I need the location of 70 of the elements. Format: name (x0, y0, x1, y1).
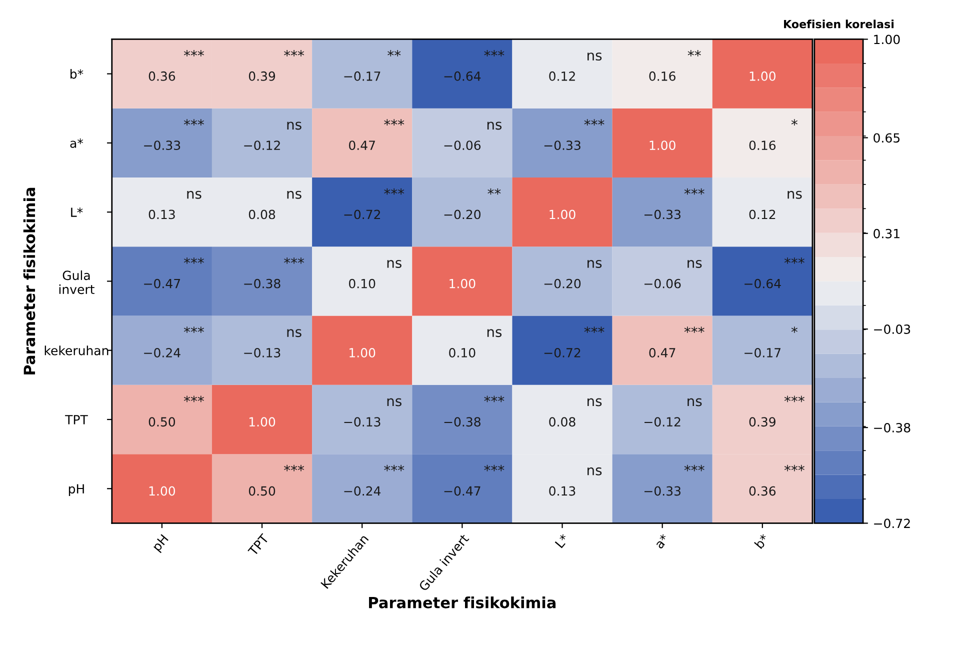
text: 0.10 ns (349, 260, 402, 288)
y-tick-label: kekeruhan (44, 346, 108, 356)
text: −0.20 ** (444, 188, 501, 220)
data-label: −0.20 ns (544, 260, 602, 288)
text: −0.72 *** (344, 188, 404, 220)
text: 0.39 *** (248, 50, 304, 81)
text: −0.64 *** (744, 257, 804, 288)
text: −0.17 * (744, 326, 798, 358)
text: −0.38 *** (444, 396, 504, 427)
text: 0.08 ns (549, 398, 602, 427)
data-label: −0.12 ns (244, 122, 302, 150)
data-label: 1.00 (750, 71, 776, 81)
text: 0.36 *** (749, 464, 804, 496)
y-tick-label: a* (70, 138, 84, 148)
x-tick-label: pH (152, 534, 170, 554)
text: 0.13 ns (549, 467, 602, 496)
color-bar-label: −0.38 (874, 423, 910, 432)
text: 0.16 * (749, 119, 798, 150)
data-label: 1.00 (650, 140, 676, 150)
color-bar-label: 0.31 (874, 228, 900, 238)
data-label: 1.00 (149, 486, 176, 496)
text: −0.17 ** (344, 50, 401, 81)
text: 0.39 *** (749, 396, 804, 427)
y-axis-title: Parameter fisikokimia (23, 188, 36, 374)
text: 0.50 *** (248, 464, 304, 496)
y-tick-label: L* (71, 208, 83, 217)
text: 0.50 *** (148, 396, 204, 427)
x-axis-title: Parameter fisikokimia (369, 596, 556, 608)
color-bar-label: −0.03 (874, 324, 910, 334)
text: 0.47 *** (349, 119, 404, 150)
y-tick-label: Gula invert (59, 270, 94, 294)
data-label: 1.00 (550, 210, 576, 220)
text: −0.72 *** (544, 326, 604, 358)
text: −0.33 *** (644, 464, 704, 496)
color-bar-title: Koefisien korelasi (784, 20, 894, 28)
y-tick-label: pH (68, 484, 84, 496)
color-bar-label: 1.00 (874, 34, 900, 44)
data-label: −0.13 ns (244, 329, 302, 358)
y-tick-label: TPT (65, 415, 88, 424)
data-label: 1.00 (350, 348, 376, 358)
text: 0.12 ns (549, 52, 602, 81)
data-label: −0.06 ns (444, 122, 502, 150)
data-label: −0.12 ns (644, 398, 702, 427)
text: −0.24 *** (144, 326, 204, 358)
text: −0.33 *** (644, 188, 704, 220)
color-bar-label: −0.72 (874, 518, 910, 528)
text: −0.33 *** (144, 119, 204, 150)
data-label: 1.00 (450, 278, 476, 288)
data-label: −0.13 ns (344, 398, 402, 427)
text: 0.36 *** (148, 50, 204, 81)
text: −0.47 *** (144, 257, 204, 288)
text: −0.38 *** (244, 257, 304, 288)
text: 0.12 ns (749, 190, 802, 220)
x-tick-label: L* (554, 533, 570, 548)
data-label: 1.00 (249, 417, 276, 427)
data-label: −0.06 ns (644, 260, 702, 288)
text: −0.24 *** (344, 464, 404, 496)
color-bar-label: 0.65 (874, 133, 900, 143)
text: 0.10 ns (449, 329, 502, 358)
text: 0.47 *** (649, 326, 704, 358)
x-tick-label: b* (754, 533, 770, 550)
text: −0.47 *** (444, 464, 504, 496)
text: 0.08 ns (248, 190, 302, 220)
y-tick-label: b* (70, 69, 84, 79)
x-tick-label: a* (654, 533, 670, 550)
x-tick-label: TPT (248, 533, 270, 557)
text: 0.13 ns (148, 190, 202, 220)
text: 0.16 ** (649, 50, 701, 81)
text: −0.33 *** (544, 119, 604, 150)
text: −0.64 *** (444, 50, 504, 81)
